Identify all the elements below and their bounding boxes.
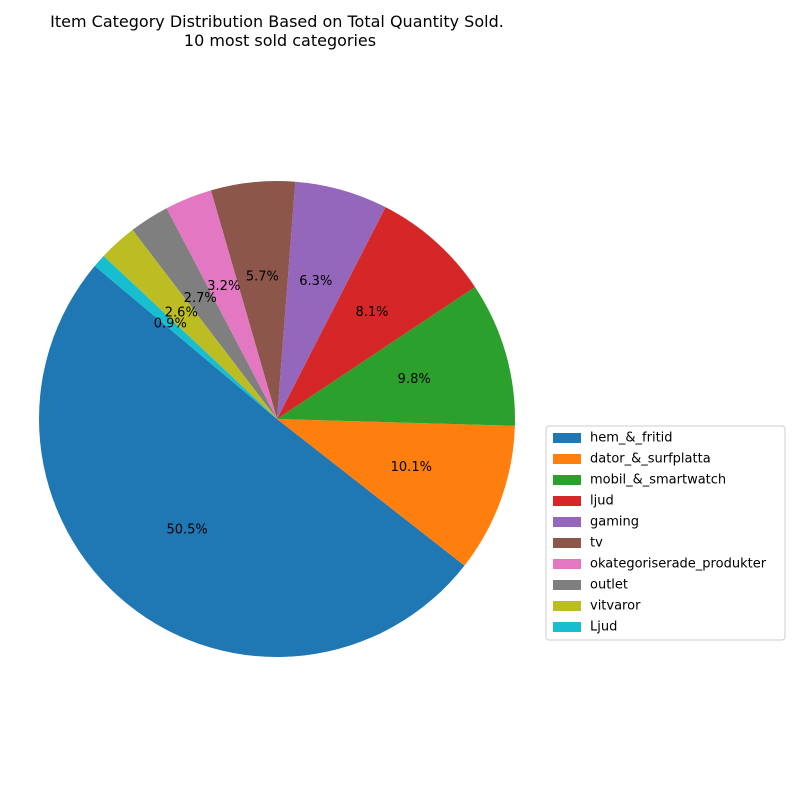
- pie-percent-label: 3.2%: [207, 279, 240, 294]
- legend-label: tv: [590, 536, 603, 551]
- legend-label: okategoriserade_produkter: [590, 557, 767, 572]
- pie-slice-3: [277, 207, 476, 419]
- legend-swatch: [553, 454, 581, 464]
- legend-label: vitvaror: [590, 599, 641, 614]
- pie-slice-2: [277, 286, 515, 426]
- pie-slice-5: [210, 181, 296, 419]
- pie-percent-label: 50.5%: [166, 523, 207, 538]
- pie-percent-label: 2.6%: [165, 306, 198, 321]
- legend-swatch: [553, 496, 581, 506]
- legend-label: Ljud: [590, 620, 617, 635]
- legend-frame: [545, 425, 786, 641]
- legend-swatch: [553, 601, 581, 611]
- legend-label: ljud: [590, 494, 614, 509]
- pie-slices: [39, 181, 515, 657]
- pie-slice-4: [277, 181, 386, 419]
- chart-subtitle: 10 most sold categories: [184, 31, 376, 50]
- chart-title: Item Category Distribution Based on Tota…: [50, 12, 504, 31]
- pie-percent-label: 2.7%: [184, 291, 217, 306]
- legend-swatch: [553, 559, 581, 569]
- pie-percent-label: 0.9%: [154, 317, 187, 332]
- legend-swatch: [553, 517, 581, 527]
- pie-slice-7: [132, 208, 277, 419]
- pie-percent-label: 6.3%: [299, 274, 332, 289]
- pie-percent-label: 5.7%: [246, 269, 279, 284]
- pie-percent-labels: 50.5% 10.1% 9.8% 8.1% 6.3% 5.7% 3.2%2.7%2.6%0.…: [154, 269, 432, 537]
- pie-percent-label: 9.8%: [398, 372, 431, 387]
- legend: hem_&_fritid dator_&_surfplatta mobil_&_sm…: [545, 425, 786, 641]
- pie-slice-0: [39, 266, 465, 657]
- legend-swatch: [553, 622, 581, 632]
- legend-swatch: [553, 580, 581, 590]
- legend-swatch: [553, 433, 581, 443]
- pie-percent-label: 8.1%: [355, 305, 388, 320]
- legend-label: hem_&_fritid: [590, 431, 673, 446]
- pie-slice-9: [94, 255, 278, 419]
- pie-slice-8: [103, 229, 277, 419]
- legend-label: dator_&_surfplatta: [590, 452, 711, 467]
- legend-label: mobil_&_smartwatch: [590, 473, 726, 488]
- legend-label: outlet: [590, 578, 628, 593]
- legend-swatch: [553, 475, 581, 485]
- legend-swatch: [553, 538, 581, 548]
- pie-percent-label: 10.1%: [391, 460, 432, 475]
- pie-slice-6: [166, 190, 277, 419]
- pie-slice-1: [277, 419, 515, 566]
- legend-label: gaming: [590, 515, 639, 530]
